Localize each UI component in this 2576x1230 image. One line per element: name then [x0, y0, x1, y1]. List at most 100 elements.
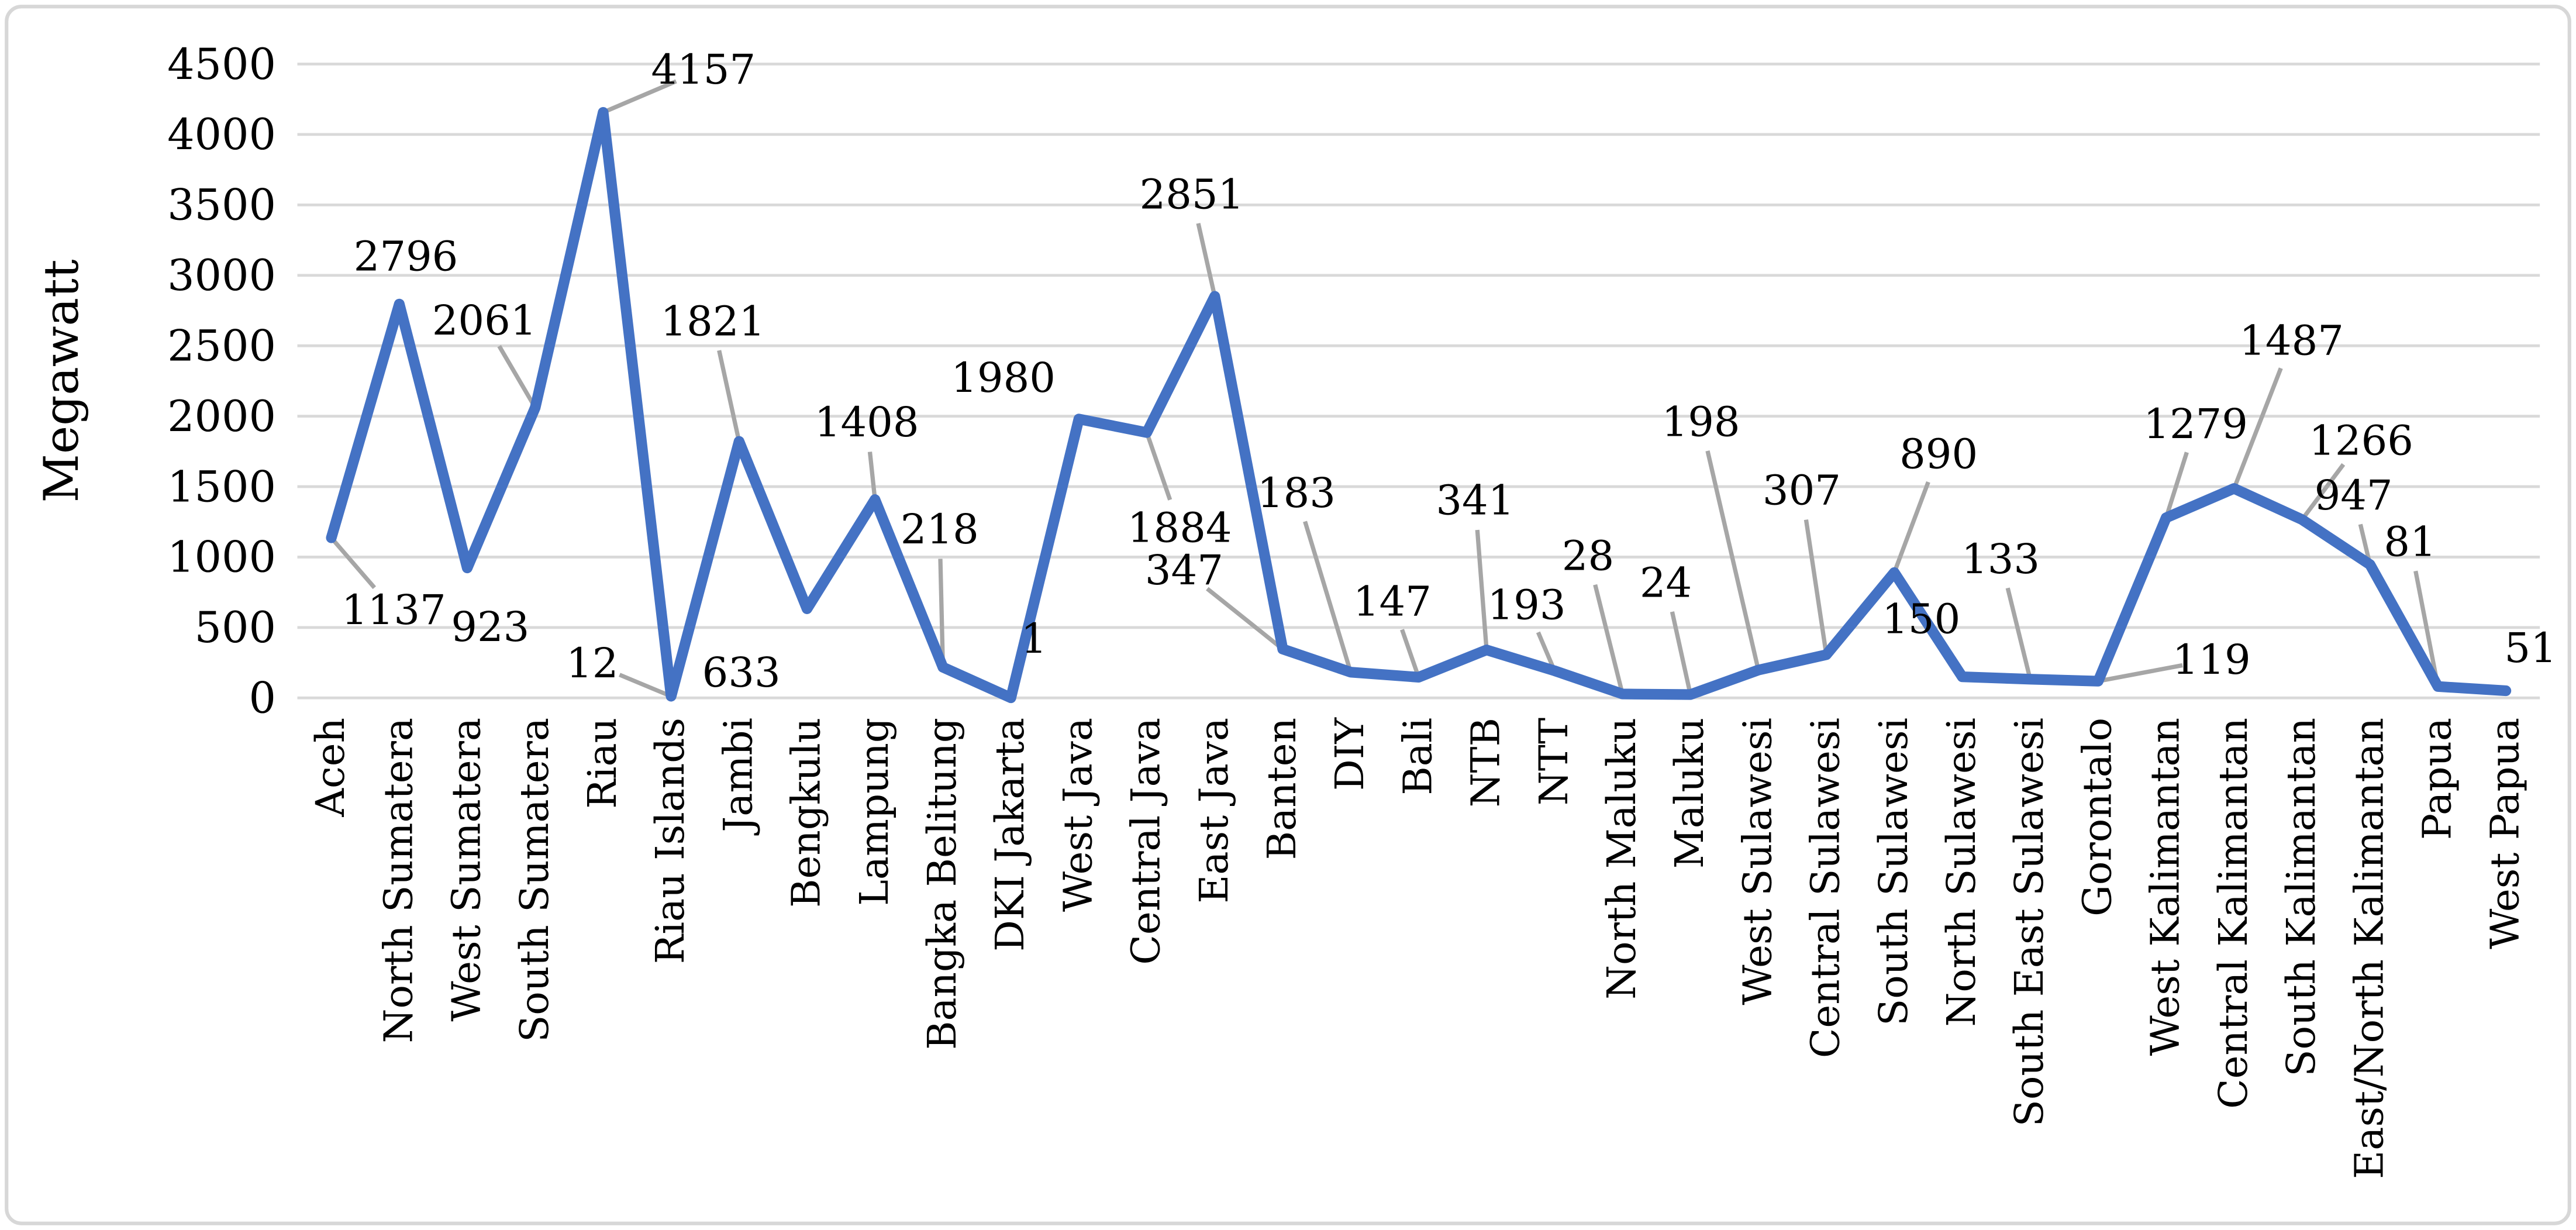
- x-category-label: Central Sulawesi: [1802, 718, 1849, 1058]
- y-axis-tick-label: 500: [195, 603, 276, 653]
- data-label: 923: [451, 603, 529, 651]
- x-category-label: Papua: [2413, 718, 2460, 840]
- data-label: 2796: [354, 232, 458, 280]
- data-label-leader-line: [1475, 529, 1489, 650]
- x-category-label: West Java: [1054, 718, 1101, 912]
- data-label: 81: [2384, 518, 2436, 566]
- data-label-leader-line: [717, 350, 742, 442]
- data-label-leader-line: [2164, 452, 2189, 519]
- x-category-label: Maluku: [1666, 718, 1712, 869]
- y-axis-tick-label: 3500: [167, 181, 276, 230]
- data-label: 1821: [660, 298, 765, 346]
- data-label-leader-line: [619, 673, 673, 698]
- data-label: 1980: [951, 354, 1056, 402]
- x-category-label: West Kalimantan: [2142, 718, 2188, 1056]
- x-category-label: Lampung: [851, 718, 897, 906]
- gridlines: [297, 63, 2540, 700]
- x-category-label: Aceh: [307, 718, 353, 818]
- data-label-leader-line: [1144, 432, 1173, 501]
- data-label: 1279: [2143, 400, 2248, 448]
- x-category-label: Riau Islands: [647, 718, 693, 964]
- data-label: 2061: [432, 297, 537, 344]
- data-label: 24: [1640, 559, 1692, 607]
- data-label-leader-line: [2300, 463, 2346, 521]
- data-label: 4157: [651, 46, 756, 94]
- data-label-leader-line: [867, 452, 877, 500]
- data-label-leader-line: [1400, 629, 1421, 678]
- data-labels: 1137 2796 923 2061 4157 12 1821 633 1408 218 1 1980…: [342, 46, 2557, 697]
- data-label: 12: [566, 639, 618, 687]
- x-category-label: East/North Kalimantan: [2346, 718, 2392, 1179]
- data-label-leader-line: [497, 344, 537, 409]
- data-label-leader-line: [2098, 663, 2183, 684]
- series-polyline: [326, 106, 2512, 704]
- data-label: 119: [2172, 636, 2251, 684]
- x-category-label: South Sumatera: [511, 718, 557, 1042]
- data-label-leader-line: [938, 559, 946, 667]
- data-label-leader-line: [1892, 481, 1930, 574]
- x-category-label: Banten: [1258, 718, 1305, 860]
- data-label: 633: [702, 649, 781, 697]
- x-category-label: Bangka Belitung: [919, 718, 965, 1050]
- x-category-label: Jambi: [715, 718, 761, 836]
- y-axis-tick-label: 3000: [167, 251, 276, 301]
- x-category-label: Bali: [1394, 718, 1440, 795]
- y-axis-tick-label: 2000: [167, 392, 276, 442]
- x-category-label: North Maluku: [1598, 718, 1644, 1000]
- y-axis-tick-labels: 0 500 1000 1500 2000 2500 3000 3500 4000 4500: [167, 40, 276, 723]
- data-label: 51: [2505, 624, 2557, 672]
- data-label-leader-line: [1593, 584, 1625, 695]
- y-axis-tick-label: 4500: [167, 40, 276, 89]
- data-label: 28: [1562, 532, 1614, 580]
- data-label: 307: [1763, 466, 1841, 514]
- x-category-label: South Sulawesi: [1870, 718, 1916, 1026]
- data-label-leader-line: [1705, 450, 1761, 671]
- data-label: 218: [901, 505, 979, 553]
- data-label: 133: [1961, 535, 2040, 583]
- data-label: 1487: [2239, 316, 2344, 364]
- x-category-label: NTB: [1463, 718, 1509, 807]
- y-axis-tick-label: 4000: [167, 110, 276, 160]
- chart-border: [5, 5, 2571, 1225]
- data-label: 150: [1882, 595, 1960, 643]
- y-axis-tick-label: 1500: [167, 462, 276, 512]
- data-label: 890: [1899, 430, 1978, 478]
- x-category-label: West Papua: [2482, 718, 2528, 949]
- data-label: 1266: [2309, 416, 2413, 464]
- x-category-label: Central Kalimantan: [2210, 718, 2256, 1109]
- data-label: 183: [1257, 469, 1336, 517]
- data-label-leader-line: [1206, 587, 1284, 651]
- y-axis-tick-label: 0: [249, 674, 275, 723]
- x-axis-category-labels: Aceh North Sumatera West Sumatera South Sum…: [307, 716, 2528, 1179]
- data-label-leader-line: [1803, 519, 1829, 655]
- x-category-label: Central Java: [1123, 718, 1169, 965]
- x-category-label: Gorontalo: [2074, 718, 2120, 917]
- y-axis-title: Megawatt: [34, 259, 89, 502]
- x-category-label: Bengkulu: [783, 718, 829, 908]
- data-label: 1884: [1127, 504, 1232, 552]
- data-label-leader-line: [1303, 521, 1353, 673]
- data-label: 1: [1021, 615, 1047, 663]
- data-label: 2851: [1140, 170, 1244, 218]
- x-category-label: North Sulawesi: [1938, 718, 1984, 1027]
- data-label-leader-line: [602, 79, 677, 115]
- data-label: 341: [1436, 477, 1514, 525]
- y-axis-tick-label: 2500: [167, 321, 276, 371]
- x-category-label: South East Sulawesi: [2006, 718, 2052, 1126]
- data-label-leader-line: [2232, 367, 2283, 490]
- y-axis-tick-label: 1000: [167, 533, 276, 583]
- data-label-leader-line: [2005, 587, 2033, 680]
- x-category-label: East Java: [1191, 718, 1237, 904]
- data-label-leader-line: [1670, 611, 1693, 695]
- x-category-label: DIY: [1326, 716, 1373, 791]
- data-label-leader-line: [1196, 223, 1217, 297]
- data-label: 1408: [815, 398, 919, 446]
- data-label-leader-line: [2413, 570, 2440, 687]
- data-label: 193: [1487, 581, 1565, 629]
- x-category-label: West Sulawesi: [1734, 718, 1780, 1005]
- data-label: 198: [1662, 398, 1740, 446]
- data-label: 1137: [342, 586, 446, 634]
- series-line: [326, 106, 2512, 704]
